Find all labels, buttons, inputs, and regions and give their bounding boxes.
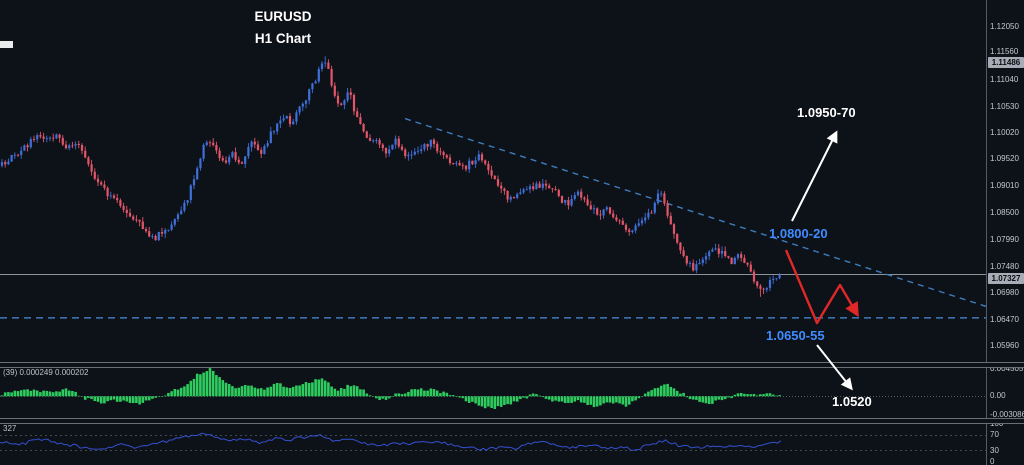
- macd-histogram-panel[interactable]: [0, 366, 986, 418]
- price-tick-label: 1.09010: [990, 181, 1019, 190]
- price-tick-label: 1.11560: [990, 47, 1019, 56]
- price-tick-label: 1.06470: [990, 315, 1019, 324]
- timeframe-label: H1 Chart: [254, 31, 312, 46]
- chart-title: EURUSD H1 Chart: [223, 6, 343, 50]
- left-edge-marker: [0, 41, 13, 48]
- price-axis[interactable]: 1.12050 1.11560 1.11040 1.10530 1.10020 1.095…: [986, 0, 1024, 465]
- indicator1-axis-label: 0.004505: [990, 364, 1024, 373]
- price-tick-label: 1.10530: [990, 102, 1019, 111]
- oscillator-indicator-label: 327: [3, 424, 17, 433]
- price-tick-label: 1.11040: [990, 75, 1019, 84]
- symbol-label: EURUSD: [254, 9, 312, 24]
- price-tick-label: 1.07990: [990, 235, 1019, 244]
- oscillator-line: [0, 432, 782, 452]
- indicator2-axis-label: 30: [990, 446, 999, 455]
- resistance-zone-annotation: 1.0800-20: [769, 226, 828, 241]
- descending-trendline: [404, 117, 986, 308]
- indicator2-axis-label: 70: [990, 430, 999, 439]
- panel-separator-1[interactable]: [0, 362, 1024, 368]
- support-zone-annotation: 1.0650-55: [766, 328, 825, 343]
- price-tick-label: 1.08500: [990, 208, 1019, 217]
- macd-indicator-label: (39) 0.000249 0.000202: [3, 368, 89, 377]
- price-tick-label: 1.09520: [990, 154, 1019, 163]
- upper-target-annotation: 1.0950-70: [797, 105, 856, 120]
- macd-histogram-bars: [0, 368, 781, 409]
- oscillator-panel[interactable]: [0, 422, 986, 465]
- candlestick-chart[interactable]: [0, 0, 986, 362]
- indicator2-axis-label: 0: [990, 457, 995, 465]
- panel-separator-2[interactable]: [0, 418, 1024, 424]
- candles: [0, 56, 781, 297]
- price-tick-label: 1.12050: [990, 22, 1019, 31]
- price-tick-label: 1.05960: [990, 341, 1019, 350]
- indicator1-axis-label: -0.003086: [990, 410, 1024, 419]
- price-tick-label: 1.07480: [990, 262, 1019, 271]
- current-price-box: 1.07327: [988, 273, 1024, 284]
- price-tick-label: 1.10020: [990, 128, 1019, 137]
- indicator1-axis-label: 0.00: [990, 391, 1006, 400]
- lower-target-annotation: 1.0520: [832, 394, 872, 409]
- session-high-price-box: 1.11486: [988, 57, 1024, 68]
- price-tick-label: 1.06980: [990, 288, 1019, 297]
